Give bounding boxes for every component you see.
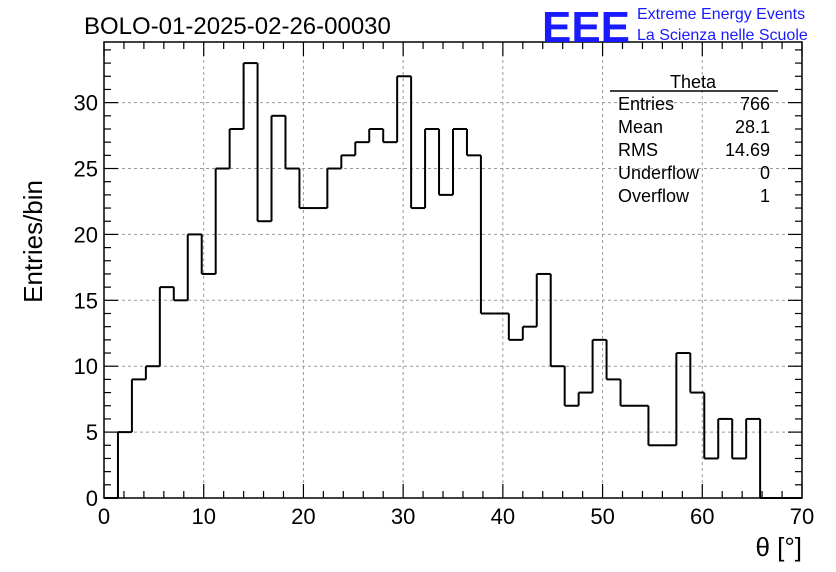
stats-rows: Entries 766 Mean 28.1 RMS 14.69 Underflow 0 Over… — [618, 94, 770, 206]
stats-box: Theta Entries 766 Mean 28.1 RMS 14.69 Underflo… — [610, 72, 778, 206]
y-tick-label: 30 — [74, 91, 98, 116]
x-tick-label: 20 — [291, 504, 315, 529]
x-axis-title: θ [°] — [755, 532, 802, 562]
stats-value: 0 — [760, 163, 770, 183]
stats-label: RMS — [618, 140, 658, 160]
x-tick-label: 30 — [391, 504, 415, 529]
run-title: BOLO-01-2025-02-26-00030 — [84, 13, 391, 40]
y-tick-label: 0 — [86, 486, 98, 511]
x-tick-label: 70 — [790, 504, 814, 529]
grid-lines — [104, 42, 802, 498]
axes — [103, 41, 803, 499]
y-tick-label: 25 — [74, 157, 98, 182]
stats-value: 28.1 — [735, 117, 770, 137]
logo-line-2: La Scienza nelle Scuole — [637, 27, 808, 44]
stats-title: Theta — [670, 72, 717, 92]
x-tick-label: 40 — [491, 504, 515, 529]
histogram-bins — [104, 62, 802, 499]
stats-value: 1 — [760, 186, 770, 206]
stats-label: Mean — [618, 117, 663, 137]
x-tick-label: 50 — [590, 504, 614, 529]
x-tick-label: 10 — [191, 504, 215, 529]
stats-label: Underflow — [618, 163, 700, 183]
plot-frame — [103, 41, 803, 499]
x-tick-label: 0 — [98, 504, 110, 529]
y-tick-label: 5 — [86, 420, 98, 445]
stats-label: Overflow — [618, 186, 690, 206]
y-tick-label: 15 — [74, 288, 98, 313]
y-axis-title: Entries/bin — [18, 180, 48, 303]
y-tick-label: 10 — [74, 354, 98, 379]
eee-logo: EEE — [542, 3, 630, 52]
logo-line-1: Extreme Energy Events — [637, 6, 805, 23]
stats-label: Entries — [618, 94, 674, 114]
x-tick-label: 60 — [690, 504, 714, 529]
y-tick-label: 20 — [74, 222, 98, 247]
stats-value: 766 — [740, 94, 770, 114]
stats-value: 14.69 — [725, 140, 770, 160]
